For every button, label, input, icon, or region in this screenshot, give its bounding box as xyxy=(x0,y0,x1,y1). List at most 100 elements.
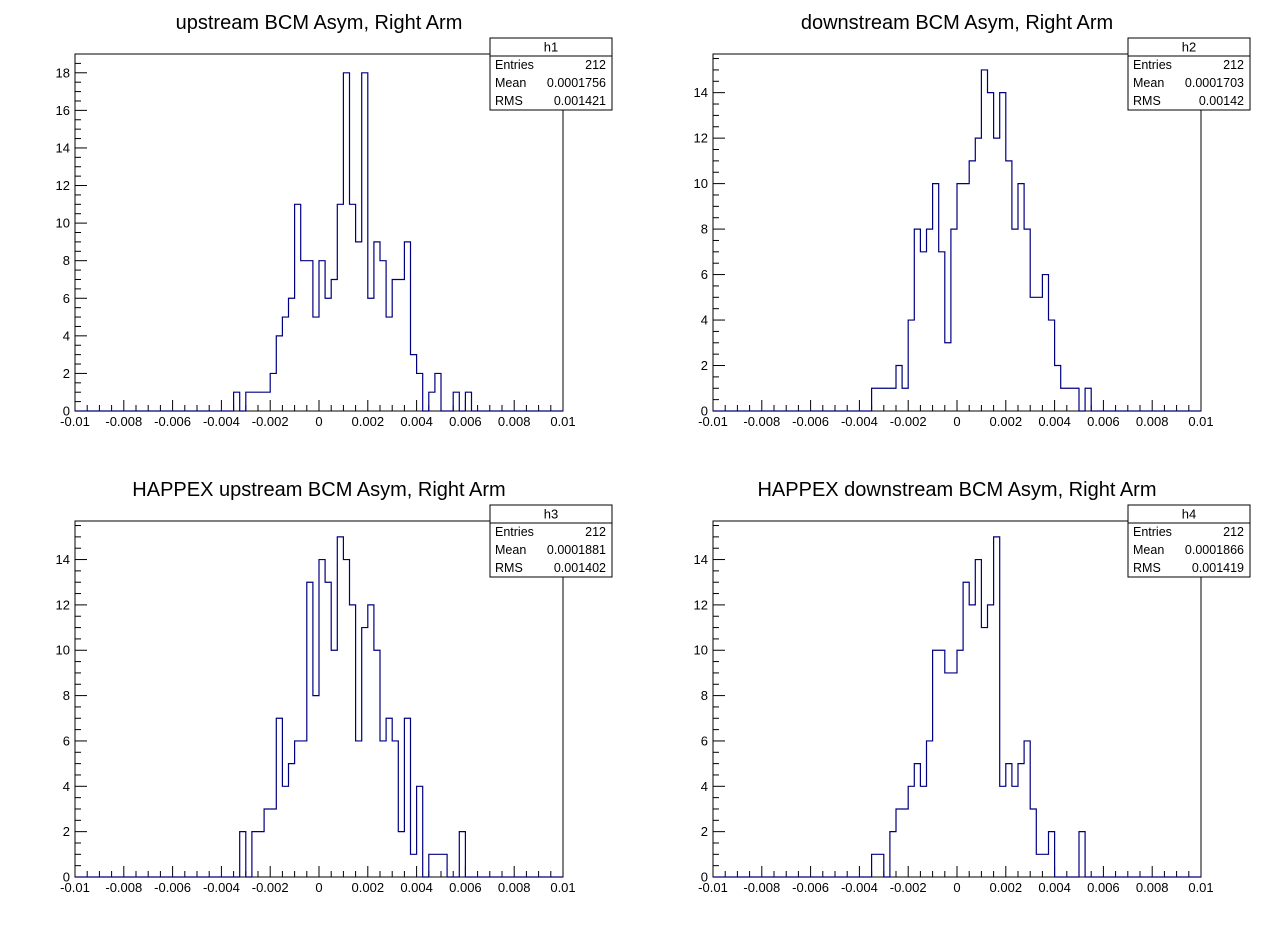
histogram-bin xyxy=(896,366,902,411)
x-tick-label: 0.004 xyxy=(1038,414,1071,429)
stats-histogram-name: h1 xyxy=(544,40,558,55)
y-tick-label: 10 xyxy=(694,176,708,191)
histogram-bin xyxy=(1024,229,1030,411)
histogram-bin xyxy=(362,628,368,877)
histogram-bin xyxy=(872,388,878,411)
histogram-bin xyxy=(343,73,349,411)
x-tick-label: -0.006 xyxy=(154,880,191,895)
histogram-bin xyxy=(1067,388,1073,411)
histogram-bin xyxy=(957,184,963,411)
histogram-bin xyxy=(914,764,920,877)
stats-box: h2 Entries 212 Mean 0.0001703 RMS 0.00142 xyxy=(1127,37,1251,111)
histogram-bin xyxy=(933,650,939,877)
histogram-bin xyxy=(240,832,246,877)
chart-title: HAPPEX downstream BCM Asym, Right Arm xyxy=(757,479,1156,501)
histogram-bin xyxy=(313,317,319,411)
y-tick-label: 2 xyxy=(701,824,708,839)
stats-value: 0.00142 xyxy=(1199,94,1244,108)
x-tick-label: 0 xyxy=(315,414,322,429)
y-tick-label: 14 xyxy=(56,552,70,567)
histogram-bin xyxy=(398,832,404,877)
y-tick-label: 4 xyxy=(63,328,70,343)
histogram-bin xyxy=(1049,320,1055,411)
y-tick-label: 6 xyxy=(701,267,708,282)
histogram-bin xyxy=(411,854,417,877)
histogram-line xyxy=(75,536,563,878)
histogram-bin xyxy=(435,854,441,877)
histogram-bin xyxy=(1042,854,1048,877)
histogram-bin xyxy=(386,317,392,411)
x-tick-label: -0.008 xyxy=(743,414,780,429)
stats-label: Mean xyxy=(495,76,526,90)
stats-histogram-name: h3 xyxy=(544,507,558,522)
histogram-bin xyxy=(356,741,362,877)
stats-label: RMS xyxy=(495,94,523,108)
x-tick-label: -0.008 xyxy=(105,414,142,429)
y-tick-label: 0 xyxy=(701,870,708,885)
histogram-bin xyxy=(264,809,270,877)
histogram-bin xyxy=(276,336,282,411)
histogram-bin xyxy=(234,392,240,411)
histogram-panel-3: HAPPEX upstream BCM Asym, Right Arm -0.01… xyxy=(56,479,613,895)
histogram-bin xyxy=(951,229,957,411)
stats-box-frame xyxy=(1127,504,1251,578)
x-tick-label: -0.008 xyxy=(105,880,142,895)
stats-label: RMS xyxy=(1133,94,1161,108)
stats-value: 0.0001756 xyxy=(547,76,606,90)
histogram-bin xyxy=(282,786,288,877)
x-tick-label: 0 xyxy=(315,880,322,895)
histogram-bin xyxy=(878,854,884,877)
stats-value: 0.0001881 xyxy=(547,543,606,557)
histogram-bin xyxy=(289,298,295,411)
x-tick-label: -0.004 xyxy=(841,880,878,895)
x-tick-label: 0.008 xyxy=(1136,414,1169,429)
histogram-bin xyxy=(368,298,374,411)
chart-title: upstream BCM Asym, Right Arm xyxy=(176,12,463,34)
histogram-line xyxy=(713,69,1201,412)
x-tick-label: 0 xyxy=(953,880,960,895)
x-tick-label: -0.006 xyxy=(792,880,829,895)
y-tick-label: 16 xyxy=(56,103,70,118)
stats-label: Entries xyxy=(495,58,534,72)
histogram-bin xyxy=(276,718,282,877)
histogram-bin xyxy=(994,537,1000,877)
x-tick-label: 0.006 xyxy=(449,880,482,895)
y-tick-label: 8 xyxy=(63,253,70,268)
histogram-bin xyxy=(939,252,945,411)
histogram-bin xyxy=(908,786,914,877)
stats-label: Mean xyxy=(1133,76,1164,90)
histogram-bin xyxy=(981,70,987,411)
x-tick-label: 0.01 xyxy=(1188,880,1213,895)
y-tick-label: 0 xyxy=(701,404,708,419)
histogram-bin xyxy=(392,279,398,411)
stats-value: 0.001402 xyxy=(554,561,606,575)
histogram-bin xyxy=(1030,809,1036,877)
histogram-bin xyxy=(343,560,349,877)
histogram-bin xyxy=(1073,388,1079,411)
histogram-bin xyxy=(350,204,356,411)
histogram-bin xyxy=(957,650,963,877)
histogram-bin xyxy=(417,786,423,877)
x-tick-label: -0.004 xyxy=(203,414,240,429)
y-tick-label: 12 xyxy=(56,597,70,612)
histogram-bin xyxy=(933,184,939,411)
x-tick-label: 0.004 xyxy=(400,880,433,895)
stats-label: Mean xyxy=(495,543,526,557)
histogram-bin xyxy=(319,560,325,877)
histogram-bin xyxy=(331,650,337,877)
histogram-bin xyxy=(398,279,404,411)
histogram-bin xyxy=(963,184,969,411)
x-tick-label: -0.01 xyxy=(698,414,728,429)
histogram-bin xyxy=(908,320,914,411)
histogram-bin xyxy=(927,229,933,411)
histogram-bin xyxy=(963,582,969,877)
histogram-bin xyxy=(325,582,331,877)
histogram-bin xyxy=(951,673,957,877)
histogram-bin xyxy=(301,741,307,877)
stats-label: RMS xyxy=(495,561,523,575)
histogram-bin xyxy=(920,252,926,411)
histogram-bin xyxy=(1000,786,1006,877)
histogram-bin xyxy=(1018,764,1024,877)
x-tick-label: 0.002 xyxy=(352,880,385,895)
stats-value: 0.001421 xyxy=(554,94,606,108)
